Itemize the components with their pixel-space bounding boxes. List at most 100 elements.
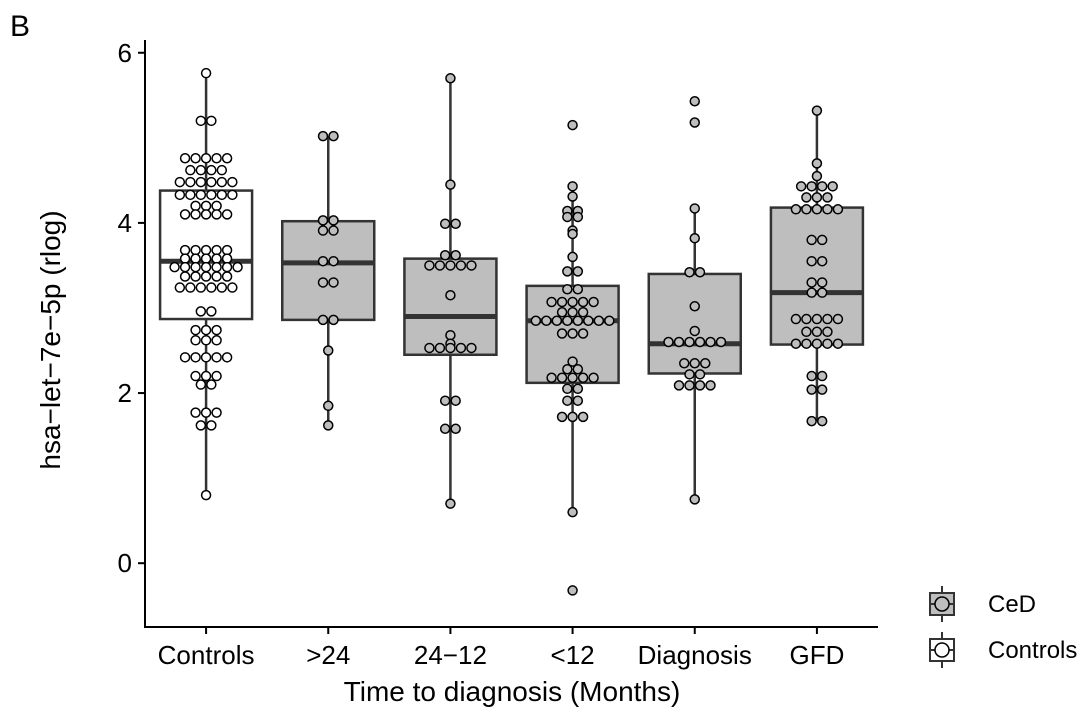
- data-point: [317, 225, 329, 236]
- data-point: [190, 200, 201, 212]
- data-point: [328, 215, 339, 226]
- data-point: [689, 358, 700, 369]
- data-point: [827, 181, 838, 192]
- legend: CeD Controls: [929, 586, 1077, 668]
- box: [403, 257, 498, 357]
- data-point: [806, 181, 817, 192]
- data-point: [206, 282, 217, 293]
- data-point: [562, 266, 573, 277]
- data-point: [694, 369, 706, 380]
- box-group: [769, 105, 865, 427]
- data-point: [663, 336, 674, 348]
- data-point: [200, 324, 212, 336]
- x-tick-label: GFD: [789, 640, 844, 670]
- data-point: [546, 296, 557, 308]
- data-point: [211, 324, 222, 336]
- data-point: [567, 228, 578, 240]
- box-group: [158, 67, 254, 501]
- data-point: [227, 189, 238, 201]
- data-point: [567, 119, 578, 131]
- data-point: [832, 313, 844, 325]
- data-point: [551, 315, 563, 326]
- data-point: [206, 420, 217, 431]
- box-group: [525, 119, 620, 596]
- data-point: [562, 363, 573, 375]
- x-tick-label: <12: [551, 640, 595, 670]
- y-tick-label: 0: [118, 548, 132, 578]
- data-point: [689, 325, 700, 337]
- data-point: [822, 192, 833, 203]
- data-point: [679, 358, 690, 369]
- data-point: [211, 407, 222, 418]
- data-point: [455, 342, 467, 354]
- data-point: [790, 338, 802, 349]
- data-point: [190, 153, 201, 164]
- data-point: [221, 244, 233, 256]
- data-point: [705, 336, 716, 348]
- data-point: [206, 189, 217, 201]
- data-point: [816, 287, 828, 298]
- data-point: [195, 164, 207, 176]
- data-point: [232, 261, 243, 273]
- data-point: [822, 326, 833, 338]
- data-point: [811, 338, 823, 349]
- data-point: [445, 498, 456, 509]
- legend-label: Controls: [988, 637, 1077, 664]
- data-point: [689, 117, 700, 128]
- x-tick-label: 24−12: [414, 640, 487, 670]
- data-point: [206, 306, 217, 317]
- data-point: [806, 287, 817, 298]
- data-point: [593, 315, 605, 326]
- data-point: [200, 489, 212, 501]
- box-group: [647, 96, 742, 505]
- data-point: [562, 383, 573, 395]
- data-point: [689, 96, 700, 107]
- data-point: [216, 189, 228, 201]
- data-point: [424, 260, 435, 271]
- data-point: [185, 164, 196, 176]
- data-point: [445, 179, 456, 190]
- data-point: [190, 370, 201, 382]
- data-point: [816, 415, 828, 427]
- data-point: [195, 189, 207, 201]
- data-point: [816, 277, 828, 288]
- legend-key-point: [934, 596, 950, 612]
- data-point: [806, 234, 817, 246]
- data-point: [200, 67, 212, 79]
- data-point: [221, 261, 233, 273]
- data-point: [216, 176, 228, 188]
- data-point: [190, 261, 201, 273]
- data-point: [806, 384, 817, 395]
- data-point: [715, 336, 727, 348]
- data-point: [811, 313, 823, 325]
- data-point: [684, 336, 695, 348]
- data-point: [179, 244, 191, 256]
- data-point: [795, 181, 807, 192]
- y-axis-title: hsa−let−7e−5p (rlog): [35, 210, 66, 469]
- data-point: [530, 315, 542, 326]
- data-point: [694, 336, 706, 348]
- data-point: [572, 395, 584, 406]
- box: [647, 272, 742, 375]
- x-axis-title: Time to diagnosis (Months): [344, 676, 681, 707]
- data-point: [572, 383, 584, 395]
- data-point: [816, 181, 828, 192]
- data-point: [684, 266, 695, 278]
- x-tick-label: Diagnosis: [638, 640, 752, 670]
- data-point: [546, 372, 557, 383]
- data-point: [455, 260, 467, 271]
- data-point: [556, 306, 568, 318]
- data-point: [221, 253, 233, 264]
- y-tick-label: 2: [118, 378, 132, 408]
- data-point: [822, 338, 833, 349]
- data-point: [185, 282, 196, 293]
- data-point: [439, 423, 451, 435]
- data-point: [801, 192, 812, 203]
- data-point: [195, 115, 207, 127]
- data-point: [567, 356, 578, 367]
- data-point: [185, 176, 196, 188]
- data-point: [811, 158, 823, 169]
- data-point: [179, 153, 191, 164]
- data-point: [206, 379, 217, 390]
- data-point: [200, 370, 212, 382]
